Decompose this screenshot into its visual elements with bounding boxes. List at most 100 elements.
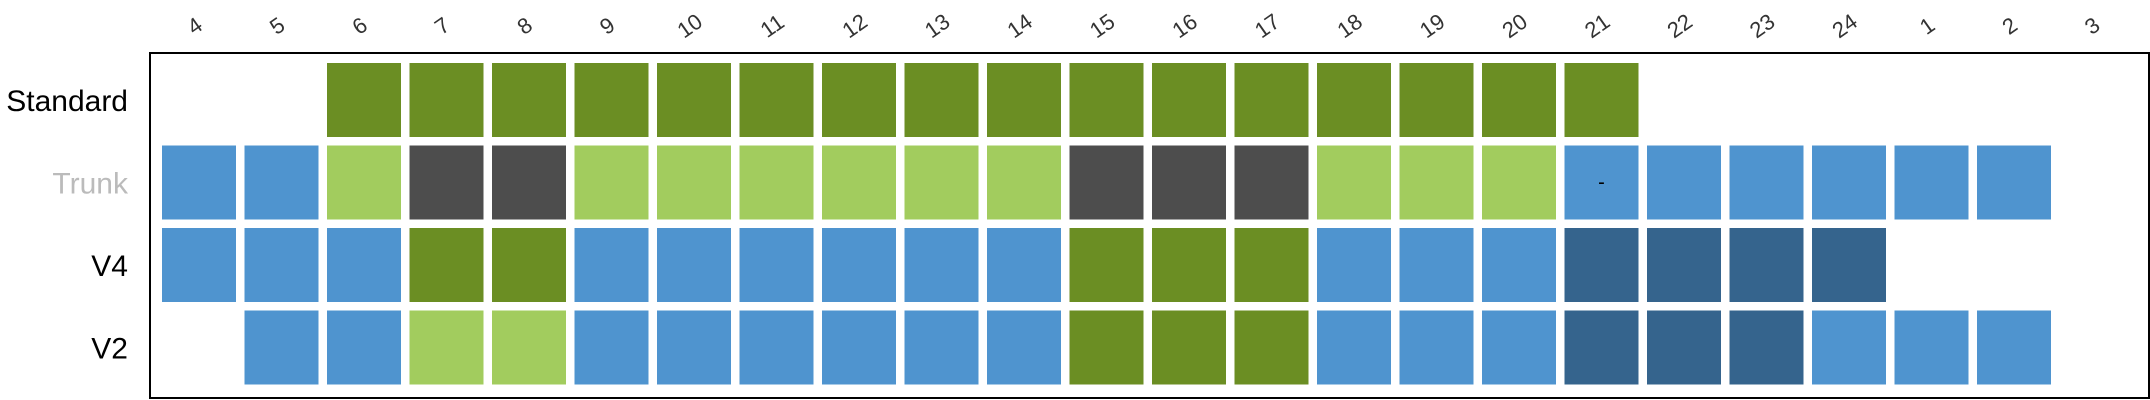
- cell-v4-4: [162, 228, 236, 302]
- cell-v2-21: [1564, 310, 1639, 385]
- row-label-standard: Standard: [6, 85, 128, 118]
- cell-standard-20: [1482, 63, 1556, 137]
- cell-trunk-9: [574, 145, 649, 220]
- hour-label-3: 3: [2080, 12, 2104, 40]
- hour-label-19: 19: [1415, 9, 1449, 44]
- cell-v2-14: [987, 310, 1061, 385]
- cell-v4-6: [327, 228, 401, 302]
- hour-label-11: 11: [756, 9, 789, 43]
- row-labels: Standard Trunk V4 V2: [6, 85, 129, 366]
- cell-v4-10: [657, 228, 731, 302]
- cell-trunk-10: [657, 145, 731, 220]
- cell-v2-23: [1729, 310, 1804, 385]
- hour-label-4: 4: [183, 12, 207, 40]
- cell-v4-21: [1564, 228, 1639, 302]
- cell-trunk-23: [1729, 145, 1804, 220]
- hour-label-1: 1: [1915, 12, 1939, 40]
- hour-label-8: 8: [513, 12, 537, 40]
- cell-v2-8: [492, 310, 566, 385]
- cell-v2-24: [1812, 310, 1886, 385]
- cell-v2-7: [409, 310, 484, 385]
- cell-trunk-16: [1152, 145, 1226, 220]
- cell-v4-19: [1399, 228, 1474, 302]
- cell-trunk-1: [1894, 145, 1969, 220]
- cell-v4-5: [244, 228, 319, 302]
- cell-v4-14: [987, 228, 1061, 302]
- cell-standard-19: [1399, 63, 1474, 137]
- cell-v4-7: [409, 228, 484, 302]
- plot-frame: [149, 52, 2150, 399]
- row-label-v4: V4: [91, 250, 128, 283]
- cell-standard-8: [492, 63, 566, 137]
- cell-trunk-6: [327, 145, 401, 220]
- cell-v4-24: [1812, 228, 1886, 302]
- cell-standard-21: [1564, 63, 1639, 137]
- cell-standard-11: [739, 63, 814, 137]
- hour-label-14: 14: [1003, 9, 1037, 44]
- cell-v4-20: [1482, 228, 1556, 302]
- row-label-trunk: Trunk: [52, 168, 129, 201]
- cell-v4-11: [739, 228, 814, 302]
- cell-trunk-13: [904, 145, 979, 220]
- hour-label-13: 13: [920, 9, 954, 44]
- hour-label-24: 24: [1828, 9, 1862, 44]
- cell-v2-13: [904, 310, 979, 385]
- hour-label-6: 6: [348, 12, 372, 40]
- cell-v2-22: [1647, 310, 1721, 385]
- hour-label-20: 20: [1498, 9, 1532, 44]
- hour-label-9: 9: [595, 12, 619, 40]
- cell-text-trunk-21: -: [1598, 172, 1605, 194]
- cell-trunk-5: [244, 145, 319, 220]
- cell-trunk-18: [1317, 145, 1391, 220]
- cell-trunk-7: [409, 145, 484, 220]
- cell-v2-11: [739, 310, 814, 385]
- cell-v2-12: [822, 310, 896, 385]
- cell-trunk-8: [492, 145, 566, 220]
- cell-v2-17: [1234, 310, 1309, 385]
- row-label-v2: V2: [91, 333, 128, 366]
- cell-v4-9: [574, 228, 649, 302]
- cell-v2-19: [1399, 310, 1474, 385]
- heatmap-cells: -: [162, 63, 2051, 385]
- cell-standard-14: [987, 63, 1061, 137]
- cell-v4-8: [492, 228, 566, 302]
- cell-standard-16: [1152, 63, 1226, 137]
- hour-label-21: 21: [1580, 9, 1614, 44]
- cell-v4-18: [1317, 228, 1391, 302]
- cell-trunk-21: [1564, 145, 1639, 220]
- hour-label-2: 2: [1998, 12, 2022, 40]
- cell-v4-17: [1234, 228, 1309, 302]
- hour-label-23: 23: [1745, 9, 1779, 44]
- cell-trunk-17: [1234, 145, 1309, 220]
- hour-label-7: 7: [430, 12, 454, 40]
- cell-trunk-4: [162, 145, 236, 220]
- cell-v4-13: [904, 228, 979, 302]
- hour-label-15: 15: [1085, 9, 1119, 44]
- cell-v2-1: [1894, 310, 1969, 385]
- hour-label-12: 12: [838, 9, 872, 44]
- cell-v2-18: [1317, 310, 1391, 385]
- hour-label-10: 10: [673, 9, 707, 44]
- cell-standard-9: [574, 63, 649, 137]
- hour-label-18: 18: [1333, 9, 1367, 44]
- cell-trunk-20: [1482, 145, 1556, 220]
- cell-v4-15: [1069, 228, 1144, 302]
- cell-v2-5: [244, 310, 319, 385]
- cell-v2-2: [1977, 310, 2051, 385]
- cell-standard-18: [1317, 63, 1391, 137]
- cell-v4-22: [1647, 228, 1721, 302]
- cell-trunk-2: [1977, 145, 2051, 220]
- cell-standard-6: [327, 63, 401, 137]
- cell-trunk-24: [1812, 145, 1886, 220]
- cell-v2-10: [657, 310, 731, 385]
- cell-trunk-22: [1647, 145, 1721, 220]
- cell-standard-13: [904, 63, 979, 137]
- cell-v2-6: [327, 310, 401, 385]
- cell-trunk-11: [739, 145, 814, 220]
- cell-standard-15: [1069, 63, 1144, 137]
- cell-trunk-12: [822, 145, 896, 220]
- cell-v4-16: [1152, 228, 1226, 302]
- cell-v2-20: [1482, 310, 1556, 385]
- cell-trunk-15: [1069, 145, 1144, 220]
